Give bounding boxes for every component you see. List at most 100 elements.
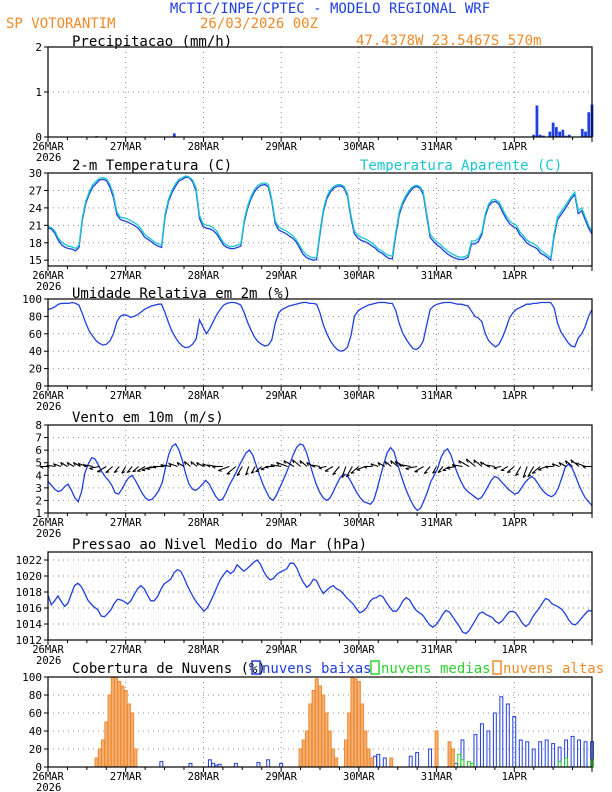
cloud-bar-green xyxy=(457,753,462,768)
wind-barb-head xyxy=(394,460,398,465)
precip-bar xyxy=(587,112,591,137)
wind-barb-head xyxy=(160,464,164,468)
cloud-bar-blue xyxy=(266,759,271,768)
cloud-bar-orange xyxy=(123,690,128,768)
precip-xtick-label: 27MAR xyxy=(110,141,142,153)
wind-barb-head xyxy=(245,472,249,476)
wind-barb-head xyxy=(458,460,461,464)
precip-bar xyxy=(542,135,545,137)
wind-barb xyxy=(105,466,114,473)
wind-barb-head xyxy=(318,467,323,470)
temp-ytick-label: 27 xyxy=(29,184,42,197)
wind-barb xyxy=(466,458,476,467)
wind-barb xyxy=(60,462,68,467)
wind-barb-head xyxy=(168,462,172,467)
wind-barb-head xyxy=(398,464,403,468)
pressure-xtick-label: 29MAR xyxy=(265,644,297,656)
clouds-year-label: 2026 xyxy=(36,782,61,792)
wind-barb xyxy=(276,461,288,468)
precip-xtick-label: 1APR xyxy=(502,141,528,153)
legend-high-swatch xyxy=(492,660,502,675)
wind-barb xyxy=(437,466,444,473)
precip-bar xyxy=(172,133,176,137)
wind-xtick-label: 26MAR xyxy=(32,517,64,529)
wind-barb xyxy=(473,459,483,467)
wind-barb xyxy=(405,465,418,470)
wind-barb xyxy=(82,464,94,468)
cloud-bar-orange xyxy=(107,694,112,768)
precip-ytick-label: 2 xyxy=(35,41,42,54)
wind-barb xyxy=(324,466,334,472)
wind-barb xyxy=(332,466,340,475)
cloud-bar-orange xyxy=(389,757,394,768)
clouds-xtick-label: 26MAR xyxy=(32,771,64,783)
temp-xtick-label: 29MAR xyxy=(265,270,297,282)
pressure-ytick-label: 1018 xyxy=(16,586,43,599)
wind-barb xyxy=(500,466,509,471)
wind-barb-head xyxy=(82,464,86,468)
cloud-bar-orange xyxy=(353,678,358,768)
cloud-bar-orange xyxy=(363,730,368,768)
wind-barb-head xyxy=(558,462,562,466)
wind-barb-head xyxy=(493,467,498,470)
precip-title: Precipitacao (mm/h) xyxy=(72,34,232,50)
clouds-xtick-label: 30MAR xyxy=(343,771,375,783)
pressure-ytick-label: 1016 xyxy=(16,602,43,615)
cloud-bar-blue xyxy=(408,755,413,768)
rh-year-label: 2026 xyxy=(36,401,61,413)
temp-xtick-label: 28MAR xyxy=(188,270,220,282)
wind-barb-head xyxy=(126,470,131,474)
wind-barb xyxy=(552,463,560,468)
cloud-bar-orange xyxy=(308,703,313,768)
wind-barb-head xyxy=(473,459,476,464)
wind-barb-head xyxy=(522,474,527,479)
wind-barb-head xyxy=(39,466,44,469)
pressure-ytick-label: 1022 xyxy=(16,554,43,567)
temp-xtick-label: 31MAR xyxy=(421,270,453,282)
wind-barb-head xyxy=(251,471,255,474)
temp-panel xyxy=(44,172,593,271)
run-label: 26/03/2026 00Z xyxy=(200,16,318,32)
wind-ytick-label: 8 xyxy=(35,419,42,432)
precip-bar xyxy=(567,134,571,137)
pressure-panel xyxy=(44,551,593,645)
wind-barb-head xyxy=(77,462,81,467)
cloud-bar-orange xyxy=(110,676,115,768)
wind-barb-head xyxy=(146,468,150,471)
temp-ytick-label: 24 xyxy=(29,202,43,215)
pressure-xtick-label: 26MAR xyxy=(32,644,64,656)
temp-xtick-label: 30MAR xyxy=(343,270,375,282)
wind-barb-head xyxy=(532,472,536,474)
legend-low-swatch xyxy=(251,660,261,675)
rh-xtick-label: 29MAR xyxy=(265,390,297,402)
wind-barb xyxy=(66,462,75,467)
wind-barb xyxy=(196,462,204,467)
clouds-xtick-label: 28MAR xyxy=(188,771,220,783)
temp-ytick-label: 21 xyxy=(29,219,42,232)
temp-ytick-label: 18 xyxy=(29,237,42,250)
clouds-ytick-label: 100 xyxy=(22,671,42,684)
wind-barb-head xyxy=(206,464,211,468)
rh-xtick-label: 30MAR xyxy=(343,390,375,402)
wind-barb-head xyxy=(424,471,428,475)
wind-barb-head xyxy=(570,459,573,464)
cloud-bar-orange xyxy=(311,690,316,768)
cloud-bar-orange xyxy=(298,748,303,768)
wind-barb xyxy=(384,460,392,467)
cloud-bar-blue xyxy=(479,723,484,768)
cloud-bar-orange xyxy=(97,748,102,768)
temp-ytick-label: 30 xyxy=(29,167,42,180)
cloud-bar-blue xyxy=(577,739,582,768)
wind-barb-head xyxy=(582,466,587,469)
wind-ytick-label: 4 xyxy=(35,469,42,482)
rh-xtick-label: 26MAR xyxy=(32,390,64,402)
wind-barb xyxy=(299,460,308,467)
rh-ytick-label: 80 xyxy=(29,310,42,323)
precip-ytick-label: 0 xyxy=(35,131,42,144)
precip-bar xyxy=(584,131,587,137)
wind-xtick-label: 28MAR xyxy=(188,517,220,529)
wind-barb-head xyxy=(565,460,568,465)
precip-bar xyxy=(538,134,542,137)
cloud-bar-orange xyxy=(305,730,310,768)
clouds-ytick-label: 40 xyxy=(29,725,42,738)
